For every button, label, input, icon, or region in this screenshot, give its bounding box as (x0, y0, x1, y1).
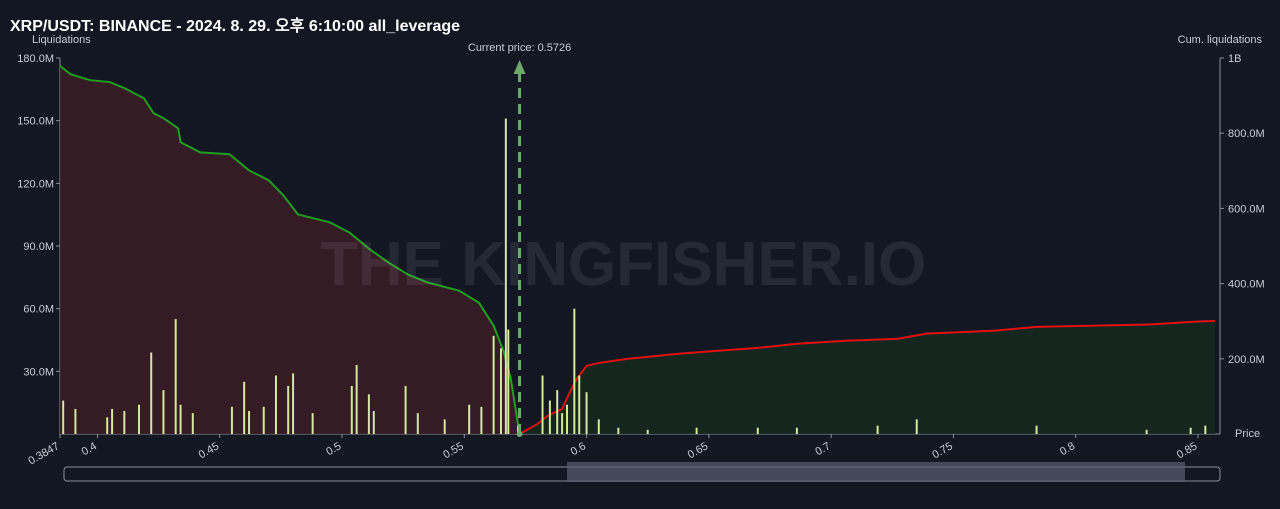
bar (468, 404, 471, 434)
bar (274, 375, 277, 434)
bar (573, 308, 576, 434)
x-tick-label: 0.6 (569, 440, 588, 458)
bar (646, 429, 649, 434)
x-tick-label: 0.5 (324, 440, 343, 458)
watermark: THE KINGFISHER.IO (320, 230, 926, 299)
x-tick-label: 0.65 (686, 440, 711, 461)
bar (1189, 427, 1192, 434)
y2-tick-label: 1B (1228, 53, 1241, 65)
chart-title: XRP/USDT: BINANCE - 2024. 8. 29. 오후 6:10… (10, 16, 460, 35)
bar (795, 427, 798, 434)
bar (480, 406, 483, 434)
bar (62, 400, 65, 434)
bar (1204, 425, 1207, 434)
x-axis-label: Price (1235, 428, 1260, 440)
bar (230, 406, 233, 434)
scrollbar[interactable] (63, 462, 1221, 482)
cum-area (519, 320, 1216, 434)
y-tick-label: 90.0M (23, 241, 54, 253)
y-tick-label: 60.0M (23, 304, 54, 316)
bar (292, 373, 295, 434)
cum-line (519, 319, 1216, 435)
y-axis-label: Liquidations (32, 34, 91, 46)
y2-tick-label: 400.0M (1228, 279, 1265, 291)
scroll-window[interactable] (567, 462, 1185, 482)
bar (179, 404, 182, 434)
x-tick-label: 0.75 (930, 440, 955, 461)
y-tick-label: 30.0M (23, 366, 54, 378)
current-price-label: Current price: 0.5726 (468, 42, 571, 54)
bar (262, 406, 265, 434)
bar (585, 392, 588, 434)
x-tick-label: 0.4 (80, 440, 99, 458)
bar (565, 404, 568, 434)
x-tick-label: 0.8 (1058, 440, 1077, 458)
bar (106, 417, 109, 434)
bar (248, 411, 251, 434)
bar (404, 385, 407, 434)
bar (504, 118, 507, 435)
bar (695, 427, 698, 434)
bar (416, 413, 419, 434)
bar (556, 390, 559, 434)
bar (243, 381, 246, 434)
y-tick-label: 120.0M (17, 178, 54, 190)
bar (915, 419, 918, 434)
x-tick-label: 0.3847 (26, 440, 61, 467)
bar (311, 413, 314, 434)
y-tick-label: 150.0M (17, 116, 54, 128)
current-price-arrow (513, 60, 526, 74)
current-price-dot (516, 431, 523, 437)
x-tick-label: 0.55 (441, 440, 466, 461)
bar (499, 348, 502, 434)
bar (578, 375, 581, 434)
bar (443, 419, 446, 434)
bar (367, 394, 370, 434)
bar (111, 408, 114, 434)
x-tick-label: 0.7 (813, 440, 832, 458)
bar (597, 419, 600, 434)
bar (561, 413, 564, 434)
bar (876, 425, 879, 434)
bar (617, 427, 620, 434)
bar (287, 385, 290, 434)
x-tick-label: 0.45 (197, 440, 222, 461)
y2-tick-label: 600.0M (1228, 203, 1265, 215)
bar (137, 404, 140, 434)
bar (150, 352, 153, 434)
bar (541, 375, 544, 434)
bar (162, 390, 165, 434)
y-tick-label: 180.0M (17, 53, 54, 65)
bar (372, 411, 375, 434)
bar (174, 319, 177, 434)
bar (123, 411, 126, 434)
y2-tick-label: 200.0M (1228, 354, 1265, 366)
bar (756, 427, 759, 434)
bar (350, 385, 353, 434)
y2-axis-label: Cum. liquidations (1178, 34, 1263, 46)
y2-tick-label: 800.0M (1228, 128, 1265, 140)
x-tick-label: 0.85 (1175, 440, 1200, 461)
bar (1145, 429, 1148, 434)
bar (191, 413, 194, 434)
bar (74, 408, 77, 434)
cum-line (59, 65, 521, 435)
bar (492, 335, 495, 434)
bar (355, 365, 358, 434)
bar (1035, 425, 1038, 434)
bar (507, 329, 510, 434)
bar (548, 400, 551, 434)
